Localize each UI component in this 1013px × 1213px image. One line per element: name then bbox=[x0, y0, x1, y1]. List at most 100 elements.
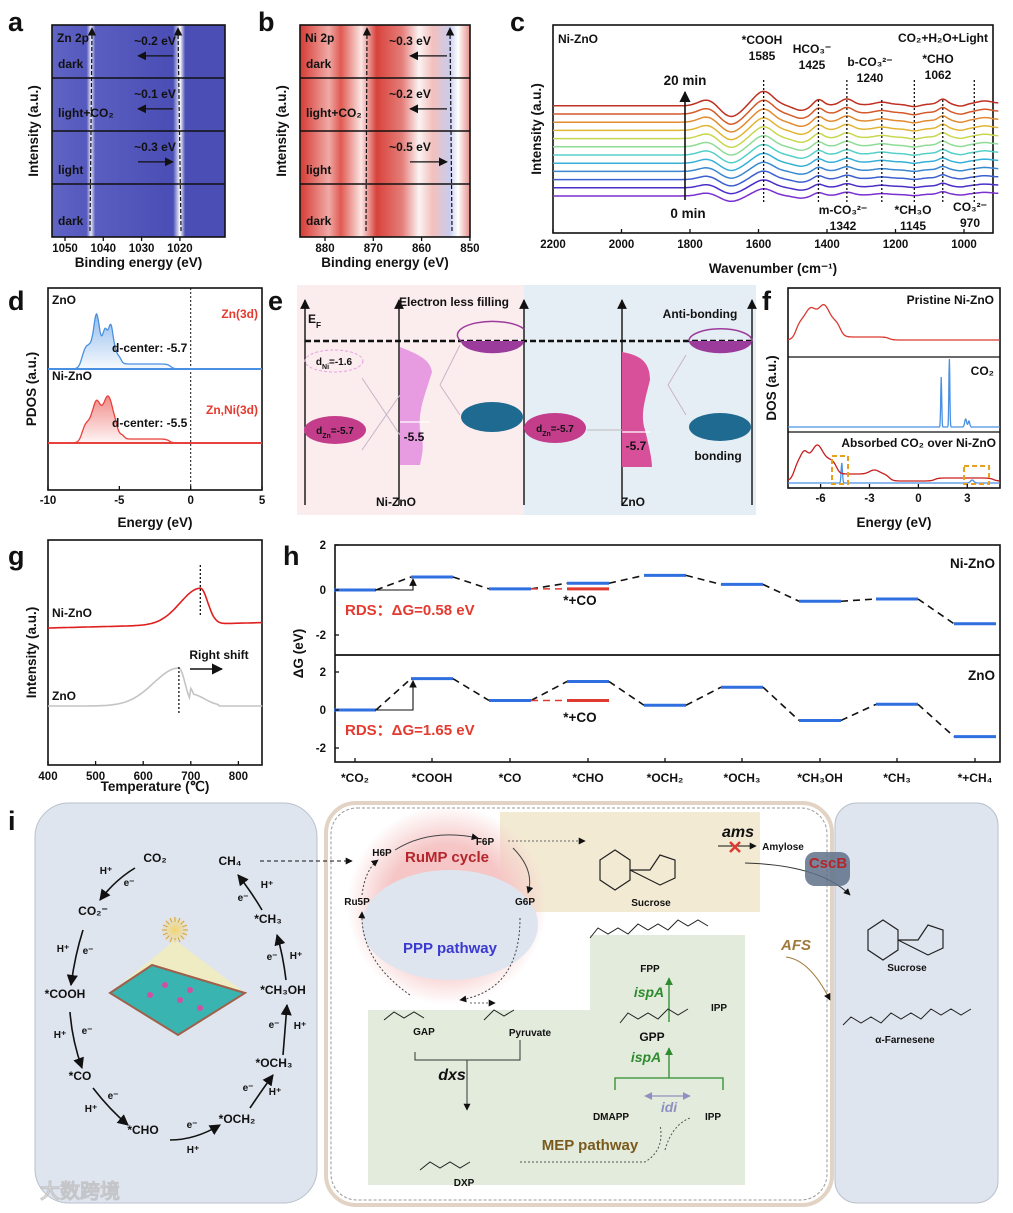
panel-i-h: H⁺ bbox=[57, 944, 70, 955]
panel-i-e: e⁻ bbox=[82, 1026, 93, 1037]
spectrum-line-6 bbox=[553, 134, 999, 156]
chart-data-3-series-0-name: ZnO bbox=[52, 293, 76, 307]
panel-e-band-zno: -5.7 bbox=[626, 439, 647, 453]
panel-i-cycle-5: *OCH₂ bbox=[219, 1112, 256, 1126]
chart-data-4-subplots-0: Pristine Ni-ZnO bbox=[907, 293, 994, 307]
chart-data-6-categories-8: *+CH₄ bbox=[958, 771, 993, 785]
chart-data-2-condition: CO₂+H₂O+Light bbox=[898, 31, 988, 45]
chart-data-0-ylabel: Intensity (a.u.) bbox=[26, 85, 41, 177]
panel-i-e: e⁻ bbox=[83, 946, 94, 957]
chart-data-3-ylabel: PDOS (a.u.) bbox=[24, 352, 39, 426]
chart-data-0-rows-0: dark bbox=[58, 57, 84, 71]
peak-guide-line bbox=[173, 27, 183, 232]
chart-data-2-peaks-4-species: *CH₃O bbox=[895, 203, 932, 217]
panel-e-zn-part: Zn bbox=[542, 431, 551, 438]
spectrum-line-7 bbox=[553, 126, 999, 149]
mep-region bbox=[368, 935, 745, 1185]
mep-arrow bbox=[520, 1117, 691, 1163]
panel-e-d-part: d bbox=[316, 357, 322, 368]
sun-ray bbox=[182, 924, 188, 928]
dos-pristine-line bbox=[788, 303, 1000, 341]
panel-i-cscb: CscB bbox=[809, 855, 848, 872]
nizno-d-band bbox=[400, 347, 432, 465]
chart-data-3-xlabel: Energy (eV) bbox=[117, 515, 192, 530]
heatmap-row bbox=[300, 25, 470, 78]
reaction-path-connector bbox=[762, 686, 800, 722]
panel-i-h: H⁺ bbox=[294, 1021, 307, 1032]
panel-e-ef-sub-part: F bbox=[316, 320, 321, 330]
panel-i-cycle-0: CO₂ bbox=[143, 851, 166, 865]
panel-e-dni-val-part: =-1.6 bbox=[329, 357, 353, 368]
fermi-level-label: EF bbox=[308, 312, 321, 330]
sun-ray bbox=[162, 924, 168, 928]
panel-letters-c: c bbox=[510, 7, 525, 37]
panel-i-cycle-6: *OCH₃ bbox=[256, 1056, 293, 1070]
pdos-area-0 bbox=[48, 314, 263, 369]
panel-e-dzn-val-part: =-5.7 bbox=[331, 426, 355, 437]
reaction-arrow bbox=[66, 929, 84, 987]
chart-data-2-xticks-4: 1400 bbox=[814, 239, 840, 251]
ni-atom bbox=[187, 987, 193, 993]
chart-data-6-categories-2: *CO bbox=[499, 771, 522, 785]
chart-data-6-series-1-rds: RDS：ΔG=1.65 eV bbox=[345, 722, 475, 739]
panel-i-h: H⁺ bbox=[290, 951, 303, 962]
panel-i-afs: AFS bbox=[780, 937, 811, 954]
panel-i-metabolism-pyruvate: Pyruvate bbox=[509, 1028, 552, 1039]
chart-data-2-title: Ni-ZnO bbox=[558, 32, 598, 46]
plot-frame bbox=[334, 544, 1001, 763]
chart-data-5-xticks-0: 400 bbox=[38, 771, 57, 783]
panel-e-label-nizno: Ni-ZnO bbox=[376, 495, 416, 509]
chart-data-0-xticks-2: 1030 bbox=[129, 243, 155, 255]
reaction-arrow bbox=[237, 874, 263, 911]
reaction-path-connector bbox=[375, 678, 412, 711]
chart-data-4-ylabel: DOS (a.u.) bbox=[764, 355, 779, 420]
chart-data-6-yticks-0: 2 bbox=[320, 667, 326, 679]
figure-content: a b c d e f g h i Zn 2p dark light+CO₂ light dark ~0.2… bbox=[8, 7, 1001, 1207]
panel-i-h: H⁺ bbox=[187, 1145, 200, 1156]
panel-i-metabolism-dxp: DXP bbox=[454, 1178, 475, 1189]
panel-letters-a: a bbox=[8, 7, 24, 37]
chart-data-6-series-1-side-label: *+CO bbox=[563, 710, 596, 725]
gap-pyruvate-structure bbox=[383, 1009, 515, 1021]
zno-antibonding-orbital bbox=[689, 341, 752, 354]
chart-data-1-shifts-1-label: ~0.2 eV bbox=[389, 87, 431, 101]
chart-data-3-series-1-orbital: Zn,Ni(3d) bbox=[206, 403, 258, 417]
heatmap-row bbox=[300, 78, 470, 131]
rds-step-arrow bbox=[375, 679, 417, 711]
panel-i-e: e⁻ bbox=[238, 893, 249, 904]
chart-data-0-rows-3: dark bbox=[58, 214, 84, 228]
chart-data-2-xticks-5: 1200 bbox=[883, 239, 909, 251]
ppp-region bbox=[362, 870, 538, 980]
spectrum-line-10 bbox=[553, 99, 999, 125]
panel-i-metabolism-mep: MEP pathway bbox=[542, 1137, 639, 1154]
chart-data-2-peaks-6-species: CO₃²⁻ bbox=[953, 200, 987, 214]
panel-i-metabolism-h6p: H6P bbox=[372, 848, 392, 859]
pdos-area-1 bbox=[48, 396, 263, 443]
chart-data-5-xlabel: Temperature (℃) bbox=[101, 779, 210, 794]
chart-data-4-xticks-0: -6 bbox=[815, 493, 825, 505]
panel-i-metabolism-gap: GAP bbox=[413, 1027, 435, 1038]
panel-i-metabolism-ams: ams bbox=[722, 824, 754, 841]
panel-i-metabolism-gpp: GPP bbox=[639, 1030, 664, 1044]
chart-data-6-yticks-1: 0 bbox=[320, 585, 326, 597]
panel-i-e: e⁻ bbox=[187, 1120, 198, 1131]
ni-d-orbital-ellipse bbox=[304, 349, 364, 373]
chart-data-1-shifts-2-label: ~0.5 eV bbox=[389, 140, 431, 154]
chart-data-2-xticks-6: 1000 bbox=[951, 239, 977, 251]
pathway-arrow bbox=[358, 911, 411, 996]
chart-data-6-series-0-rds: RDS：ΔG=0.58 eV bbox=[345, 602, 475, 619]
chart-data-6-categories-3: *CHO bbox=[572, 771, 603, 785]
panel-i-cycle-3: *CO bbox=[69, 1069, 92, 1083]
chart-data-2-peaks-5-species: *CHO bbox=[922, 52, 953, 66]
sun-ray bbox=[162, 932, 168, 936]
chart-data-5-ylabel: Intensity (a.u.) bbox=[24, 607, 39, 699]
chart-data-3-xticks-1: -5 bbox=[114, 495, 125, 507]
reaction-arrow bbox=[280, 1003, 292, 1056]
spectrum-line-11 bbox=[553, 90, 999, 118]
antibonding-orbital bbox=[461, 341, 524, 354]
chart-data-3-series-1-name: Ni-ZnO bbox=[52, 369, 92, 383]
highlight-box bbox=[831, 455, 850, 485]
reaction-arrow bbox=[274, 933, 287, 981]
spectrum-line-4 bbox=[553, 152, 999, 172]
peak-guide-line bbox=[362, 27, 372, 232]
